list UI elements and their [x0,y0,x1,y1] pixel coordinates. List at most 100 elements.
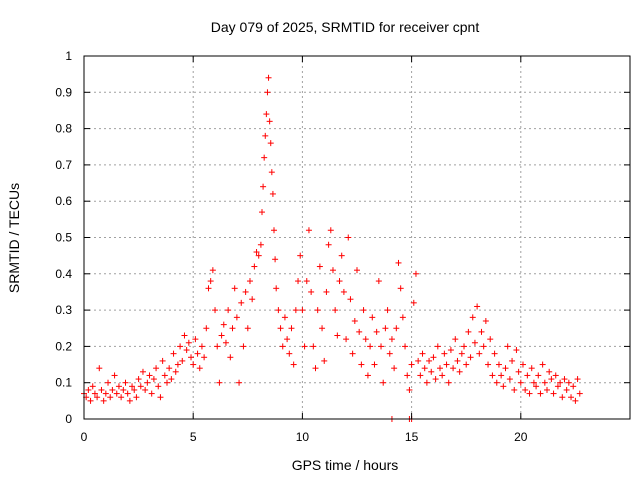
data-point [295,278,302,285]
data-point [222,339,229,346]
data-point [267,140,274,147]
data-point [271,227,278,234]
data-point [269,190,276,197]
data-point [356,328,363,335]
data-point [463,361,470,368]
data-point [118,394,125,401]
data-point [262,132,269,139]
data-point [550,390,557,397]
data-point [541,379,548,386]
data-point [153,365,160,372]
y-tick-label: 1 [65,49,72,63]
data-point [253,249,260,256]
axis-ticks [83,55,630,420]
y-tick-label: 0.7 [55,158,72,172]
data-point [172,368,179,375]
data-point [249,296,256,303]
data-points [81,74,583,422]
data-point [378,343,385,350]
data-point [238,299,245,306]
data-point [375,278,382,285]
data-point [474,303,481,310]
data-point [334,332,341,339]
data-point [557,379,564,386]
data-point [526,390,533,397]
data-point [576,390,583,397]
data-point [91,390,98,397]
data-point [436,365,443,372]
data-point [476,350,483,357]
data-point [87,397,94,404]
data-point [439,372,446,379]
data-point [351,317,358,324]
data-point [185,339,192,346]
data-point [244,325,251,332]
data-point [397,285,404,292]
data-point [227,354,234,361]
data-point [207,278,214,285]
data-point [360,307,367,314]
data-point [301,343,308,350]
data-point [242,288,249,295]
data-point [384,307,391,314]
data-point [500,383,507,390]
data-point [279,343,286,350]
data-point [382,325,389,332]
data-point [574,376,581,383]
data-point [493,379,500,386]
data-point [281,314,288,321]
y-tick-label: 0.1 [55,376,72,390]
data-point [447,347,454,354]
y-tick-label: 0.4 [55,267,72,281]
data-point [487,336,494,343]
data-point [299,307,306,314]
data-point [391,365,398,372]
data-point [170,350,177,357]
data-point [404,372,411,379]
data-point [533,383,540,390]
data-point [146,372,153,379]
y-tick-label: 0.5 [55,231,72,245]
data-point [150,376,157,383]
y-tick-label: 0.3 [55,303,72,317]
data-point [174,361,181,368]
data-point [465,328,472,335]
data-point [137,383,144,390]
data-point [290,361,297,368]
data-point [192,336,199,343]
data-point [194,350,201,357]
data-point [535,372,542,379]
x-tick-label: 20 [514,430,528,444]
data-point [504,343,511,350]
data-point [214,343,221,350]
data-point [236,379,243,386]
data-point [561,376,568,383]
data-point [312,365,319,372]
data-point [319,325,326,332]
data-point [303,278,310,285]
data-point [161,372,168,379]
data-point [85,386,92,393]
y-tick-label: 0.8 [55,122,72,136]
data-point [399,314,406,321]
data-point [544,386,551,393]
data-point [364,372,371,379]
data-point [181,332,188,339]
data-point [124,390,131,397]
data-point [565,379,572,386]
data-point [209,267,216,274]
data-point [246,278,253,285]
data-point [502,365,509,372]
data-point [458,350,465,357]
data-point [388,336,395,343]
data-point [111,372,118,379]
data-point [89,383,96,390]
data-point [509,357,516,364]
x-tick-label: 5 [190,430,197,444]
data-point [131,386,138,393]
data-point [539,361,546,368]
data-point [380,379,387,386]
data-point [263,111,270,118]
data-point [343,336,350,343]
